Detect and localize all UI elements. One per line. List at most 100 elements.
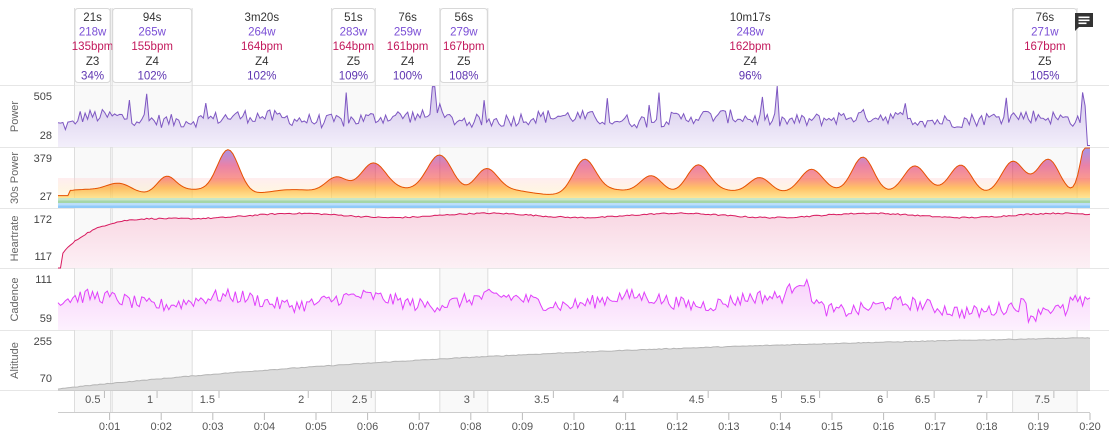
heartrate-line — [58, 212, 1091, 269]
time-tick-label: 0:19 — [1028, 421, 1049, 433]
interval-power: 264w — [248, 27, 276, 39]
interval-zone: Z5 — [1038, 56, 1051, 68]
panel-label-30s-power: 30s Power — [9, 152, 21, 204]
interval-percent: 105% — [1030, 70, 1059, 82]
distance-tick-label: 2 — [298, 394, 304, 406]
time-tick-label: 0:11 — [615, 421, 636, 433]
time-tick-label: 0:07 — [408, 421, 429, 433]
distance-tick-label: 3 — [464, 394, 470, 406]
interval-box[interactable]: 76s 259w 161bpm Z4 100% — [387, 12, 429, 82]
time-tick-label: 0:16 — [873, 421, 894, 433]
time-tick-label: 0:06 — [357, 421, 378, 433]
interval-card — [1012, 8, 1078, 83]
interval-box[interactable]: 51s 283w 164bpm Z5 109% — [331, 8, 376, 83]
interval-percent: 96% — [739, 70, 762, 82]
comment-button[interactable] — [1072, 10, 1096, 34]
time-tick-label: 0:04 — [254, 421, 275, 433]
panel-label-altitude: Altitude — [9, 342, 21, 379]
interval-duration: 94s — [143, 12, 162, 24]
distance-tick-label: 1.5 — [200, 394, 215, 406]
time-tick-label: 0:12 — [666, 421, 687, 433]
interval-zone: Z3 — [86, 56, 99, 68]
interval-power: 271w — [1031, 27, 1059, 39]
panel-min-30s-power: 27 — [40, 191, 52, 203]
panel-max-power: 505 — [34, 91, 52, 103]
cadence-line — [57, 278, 1091, 325]
interval-percent: 102% — [137, 70, 166, 82]
interval-heartrate: 135bpm — [72, 41, 114, 53]
time-tick-label: 0:10 — [563, 421, 584, 433]
panel-max-heartrate: 172 — [34, 214, 52, 226]
interval-zone: Z4 — [744, 56, 758, 68]
time-tick-label: 0:18 — [976, 421, 997, 433]
interval-duration: 76s — [398, 12, 417, 24]
interval-power: 259w — [394, 27, 422, 39]
interval-heartrate: 161bpm — [387, 41, 429, 53]
time-tick-label: 0:17 — [924, 421, 945, 433]
interval-heartrate: 164bpm — [241, 41, 283, 53]
distance-tick-label: 6.5 — [915, 394, 930, 406]
altitude-line — [57, 337, 1091, 390]
interval-heartrate: 162bpm — [729, 41, 771, 53]
interval-duration: 56s — [455, 12, 474, 24]
interval-zone: Z4 — [401, 56, 415, 68]
distance-tick-label: 2.5 — [352, 394, 367, 406]
comment-icon — [1075, 13, 1093, 31]
heartrate-area — [58, 212, 1090, 268]
interval-power: 279w — [450, 27, 478, 39]
interval-percent: 109% — [339, 70, 368, 82]
interval-duration: 51s — [344, 12, 363, 24]
interval-duration: 76s — [1036, 12, 1055, 24]
panel-min-altitude: 70 — [40, 373, 52, 385]
distance-tick-label: 6 — [877, 394, 883, 406]
interval-duration: 10m17s — [730, 12, 771, 24]
time-tick-label: 0:03 — [202, 421, 223, 433]
panel-max-cadence: 111 — [35, 274, 52, 286]
interval-zone: Z4 — [255, 56, 269, 68]
interval-heartrate: 167bpm — [1024, 41, 1066, 53]
time-tick-label: 0:08 — [460, 421, 481, 433]
interval-box[interactable]: 10m17s 248w 162bpm Z4 96% — [729, 12, 771, 82]
interval-box[interactable]: 3m20s 264w 164bpm Z4 102% — [241, 12, 283, 82]
panel-min-cadence: 59 — [40, 313, 52, 325]
interval-box[interactable]: 56s 279w 167bpm Z5 108% — [439, 8, 488, 83]
interval-card — [74, 8, 111, 83]
interval-zone: Z5 — [457, 56, 470, 68]
interval-card — [112, 8, 193, 83]
time-tick-label: 0:01 — [99, 421, 120, 433]
distance-tick-label: 4.5 — [689, 394, 704, 406]
power-area — [58, 86, 1090, 147]
panel-max-altitude: 255 — [34, 336, 52, 348]
interval-card — [331, 8, 376, 83]
panel-label-cadence: Cadence — [9, 277, 21, 321]
distance-tick-label: 7.5 — [1035, 394, 1050, 406]
distance-tick-label: 7 — [977, 394, 983, 406]
30s-power-line — [58, 147, 1090, 197]
data-series — [57, 85, 1091, 390]
time-tick-label: 0:15 — [821, 421, 842, 433]
interval-box[interactable]: 94s 265w 155bpm Z4 102% — [112, 8, 193, 83]
interval-zone: Z5 — [347, 56, 360, 68]
time-tick-label: 0:09 — [512, 421, 533, 433]
time-tick-label: 0:13 — [718, 421, 739, 433]
x-axis: 0.5 1 1.5 2 2.5 3 3.5 4 4.5 5 5.5 6 6.5 7 7.5 0:01 0:02 0… — [58, 390, 1101, 433]
interval-heartrate: 164bpm — [333, 41, 375, 53]
panel-min-heartrate: 117 — [34, 251, 52, 263]
interval-power: 265w — [138, 27, 166, 39]
interval-boxes: 21s218w135bpmZ334%94s265w155bpmZ4102%3m2… — [72, 8, 1078, 83]
distance-tick-label: 1 — [147, 394, 153, 406]
time-tick-label: 0:20 — [1079, 421, 1100, 433]
interval-box[interactable]: 21s 218w 135bpm Z3 34% — [72, 8, 114, 83]
distance-tick-label: 5 — [771, 394, 777, 406]
interval-box[interactable]: 76s 271w 167bpm Z5 105% — [1012, 8, 1078, 83]
interval-duration: 3m20s — [245, 12, 280, 24]
interval-heartrate: 155bpm — [131, 41, 173, 53]
interval-heartrate: 167bpm — [443, 41, 485, 53]
distance-tick-label: 4 — [613, 394, 619, 406]
panel-min-power: 28 — [40, 130, 52, 142]
time-tick-label: 0:05 — [305, 421, 326, 433]
interval-percent: 108% — [449, 70, 478, 82]
power-line — [57, 85, 1090, 146]
interval-percent: 100% — [393, 70, 422, 82]
